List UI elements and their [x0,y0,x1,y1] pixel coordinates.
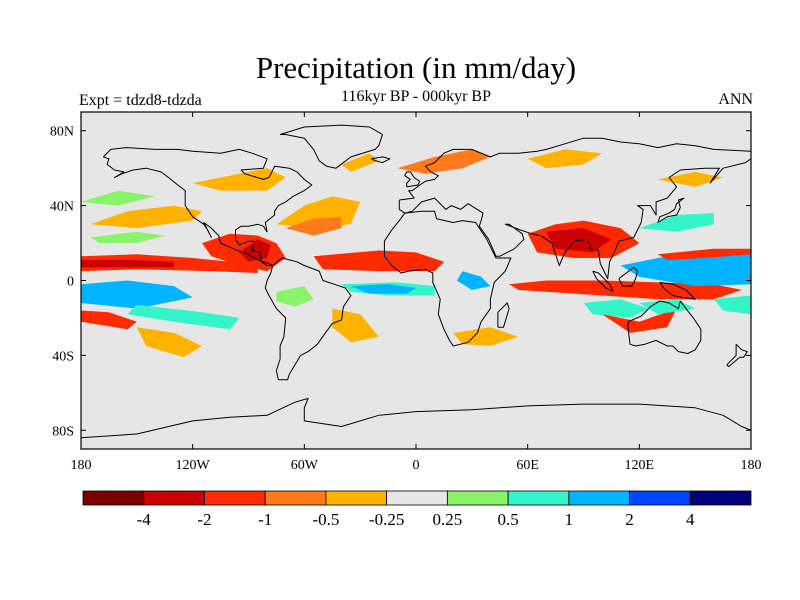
coastline-borneo [618,266,638,287]
anomaly-nw-pacific-decrease [657,248,751,260]
axis-ticks: 180 120W 60W 0 60E 120E 180 80N 40N 0 40S 80S [50,112,762,473]
colorbar-label: -0.5 [312,510,339,529]
coastline-new-zealand [726,343,748,368]
colorbar-label: -4 [137,510,152,529]
anomaly-s-pacific-decrease-a [81,310,137,330]
coastline-eurasia [398,137,751,280]
y-tick-label: 40S [52,349,74,364]
anomaly-greenland-sea-decrease [397,149,491,174]
x-tick-label: 0 [413,458,420,473]
coastlines [81,124,751,439]
coastline-uk [404,171,421,188]
y-tick-label: 80S [52,424,74,439]
experiment-label: Expt = tdzd8-tdzda [79,92,202,109]
x-tick-label: 60E [516,458,539,473]
coastline-japan [657,197,685,223]
anomaly-w-africa-increase [456,271,491,290]
anomaly-s-atlantic-decrease [332,308,379,343]
colorbar-swatch [264,490,327,506]
y-tick-label: 80N [50,125,74,140]
anomaly-s-pacific-decrease-b [136,327,202,358]
anomaly-arctic-russia-decrease [527,149,603,169]
coastline-north-america [102,147,313,266]
x-tick-label: 120E [625,458,655,473]
colorbar-label: -2 [197,510,211,529]
coastline-australia [627,300,702,354]
anomaly-kuroshio-increase [639,213,714,232]
anomaly-s-indian-ocean-increase [583,299,649,318]
anomaly-n-atlantic-band [285,216,342,236]
colorbar-swatch [689,490,752,506]
colorbar-swatch [568,490,630,506]
anomaly-atlantic-itcz-decrease [313,250,444,272]
anomaly-n-america-subarctic-decrease [192,168,286,191]
colorbar-swatch [325,490,388,506]
colorbar-swatch [629,490,691,506]
anomaly-w-pacific-broad-increase [620,250,751,287]
colorbar-label: 4 [686,510,695,529]
anomaly-n-pacific-subtropic-increase [90,231,165,244]
anomaly-s-pacific-spcz-increase [127,304,240,330]
coastline-greenland [279,124,383,169]
colorbar-label: 2 [625,510,634,529]
anomaly-n-pacific-east-increase [81,190,156,206]
anomaly-greenland-coast-decrease [341,153,379,172]
coastline-sumatra [592,270,614,293]
colorbar-swatch [446,490,509,506]
anomaly-australia-w-decrease [602,308,677,333]
colorbar-swatch [386,490,448,506]
colorbar-label: -0.25 [369,510,404,529]
colorbar-label: 1 [565,510,574,529]
figure-subtitle: 116kyr BP - 000kyr BP [341,88,491,105]
x-tick-label: 60W [291,458,319,473]
anomaly-caribbean-core [239,239,271,262]
anomaly-s-atlantic-core-increase [350,284,416,294]
anomaly-w-pacific-tropical-broad [81,280,193,309]
coastline-south-america [264,257,352,381]
anomaly-n-pacific-itcz-core [81,259,175,268]
anomaly-e-siberia-decrease [657,171,724,187]
y-tick-label: 40N [50,200,74,215]
x-tick-label: 120W [176,458,211,473]
colorbar-label: -1 [258,510,272,529]
x-tick-label: 180 [71,458,92,473]
colorbar-label: 0.25 [432,510,462,529]
anomaly-indian-equatorial-decrease [509,280,742,300]
colorbar-swatch [82,490,145,506]
colorbar: -4 -2 -1 -0.5 -0.25 0.25 0.5 1 2 4 [82,490,752,529]
coastline-africa [383,210,512,347]
anomaly-s-america-coast-increase [276,286,314,307]
y-tick-label: 0 [67,275,74,290]
x-tick-label: 180 [741,458,762,473]
season-label: ANN [718,91,753,108]
coastline-madagascar [497,302,510,328]
colorbar-swatch [204,490,266,506]
colorbar-swatch [507,490,570,506]
colorbar-label: 0.5 [497,510,518,529]
coastline-antarctica [81,397,751,439]
anomaly-sw-pacific-increase [713,295,751,315]
coastline-iceland [371,156,391,164]
anomaly-field [81,149,751,358]
colorbar-swatch [143,490,205,506]
figure-title: Precipitation (in mm/day) [255,50,577,85]
coastline-new-guinea [659,281,696,300]
anomaly-n-pacific-midlat-decrease [90,205,202,229]
